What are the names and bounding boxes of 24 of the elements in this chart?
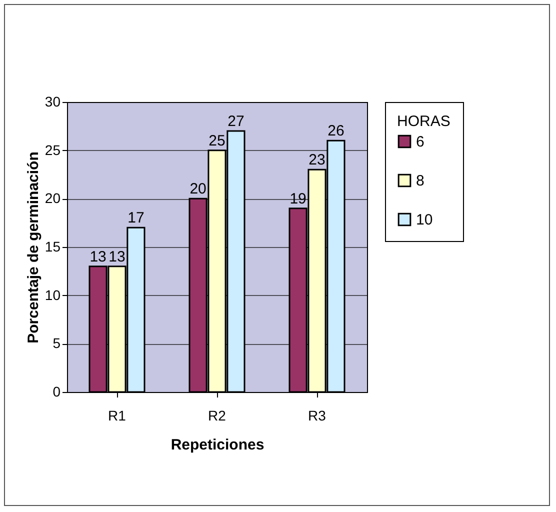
data-label: 17 [128,210,144,227]
y-tick-label: 0 [52,384,61,400]
y-tick-label: 10 [44,286,61,303]
y-tick-label: 5 [52,335,61,352]
x-tick-label: R1 [108,408,126,424]
y-tick-label: 20 [44,190,61,206]
legend-label: 8 [416,172,424,190]
legend-title: HORAS [397,113,450,130]
data-label: 13 [90,248,106,266]
legend-label: 6 [416,134,424,150]
y-tick-label: 30 [44,94,61,110]
y-tick-label: 15 [44,238,61,254]
y-tick-label: 25 [44,142,61,158]
x-tick-label: R2 [208,408,226,424]
data-label: 13 [108,248,126,266]
data-label: 20 [190,180,206,198]
data-label: 23 [308,152,326,169]
data-label: 27 [228,113,244,130]
y-axis-title: Porcentaje de germinación [24,152,42,344]
x-axis-title: Repeticiones [170,436,264,454]
data-label: 25 [208,132,226,150]
legend-label: 10 [416,212,433,228]
data-label: 26 [328,122,344,140]
x-tick-label: R3 [308,408,326,424]
